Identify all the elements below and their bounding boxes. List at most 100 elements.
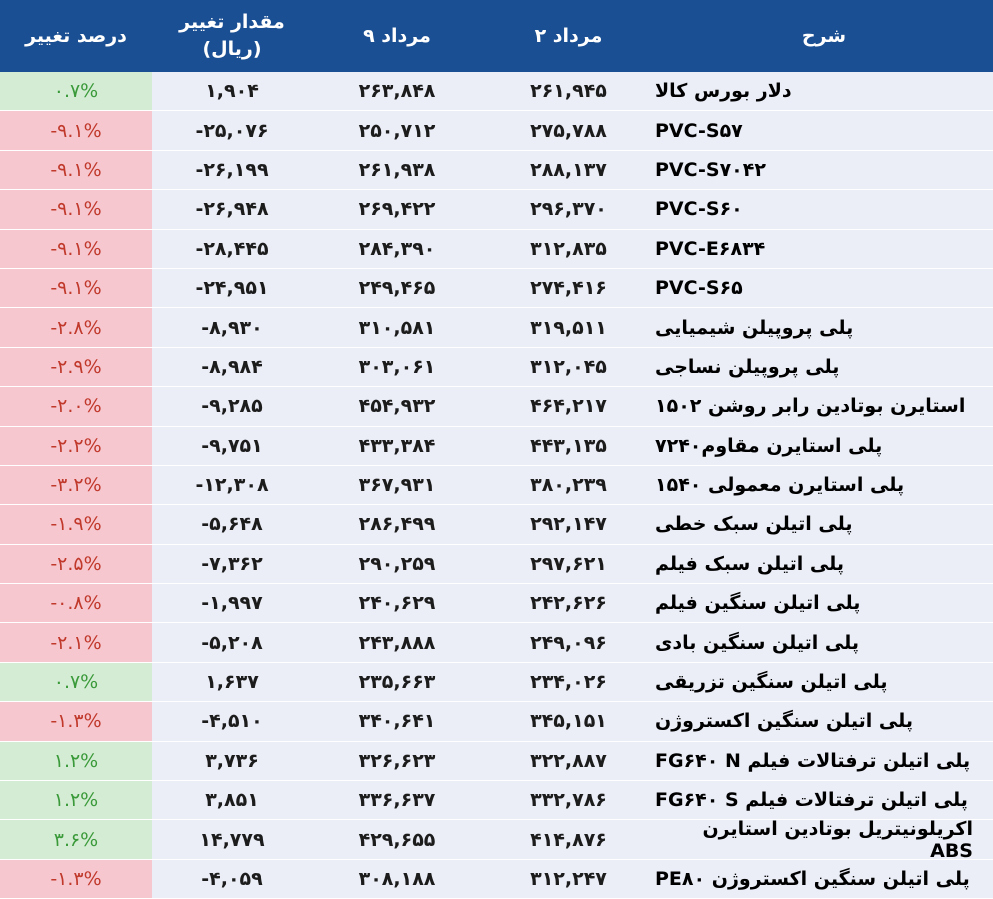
change-cell: -۸,۹۸۴ — [152, 347, 312, 387]
description-cell: PVC-S۶۰ — [655, 190, 993, 229]
date9-cell: ۲۴۳,۸۸۸ — [312, 623, 482, 662]
percent-cell: ۳.۶% — [0, 820, 152, 859]
table-row: -۲.۸% -۸,۹۳۰ ۳۱۰,۵۸۱ ۳۱۹,۵۱۱ پلی پروپیلن شیم… — [0, 308, 993, 348]
description-cell: پلی پروپیلن نساجی — [655, 347, 993, 387]
change-cell: -۵,۲۰۸ — [152, 623, 312, 662]
percent-cell: -۱.۳% — [0, 702, 152, 741]
date9-cell: ۲۶۳,۸۴۸ — [312, 72, 482, 111]
header-percent-change: درصد تغییر — [25, 25, 127, 47]
change-cell: -۸,۹۳۰ — [152, 308, 312, 347]
table-row: -۹.۱% -۲۸,۴۴۵ ۲۸۴,۳۹۰ ۳۱۲,۸۳۵ PVC-E۶۸۳۴ — [0, 229, 993, 269]
table-row: -۲.۱% -۵,۲۰۸ ۲۴۳,۸۸۸ ۲۴۹,۰۹۶ پلی اتیلن سنگین… — [0, 623, 993, 663]
table-row: -۱.۹% -۵,۶۴۸ ۲۸۶,۴۹۹ ۲۹۲,۱۴۷ پلی اتیلن سبک خ… — [0, 505, 993, 545]
date2-cell: ۲۶۱,۹۴۵ — [482, 72, 655, 111]
date2-cell: ۲۹۶,۳۷۰ — [482, 190, 655, 229]
change-cell: ۳,۸۵۱ — [152, 781, 312, 820]
date9-cell: ۲۶۱,۹۳۸ — [312, 150, 482, 190]
table-row: ۱.۲% ۳,۸۵۱ ۳۳۶,۶۳۷ ۳۳۲,۷۸۶ پلی اتیلن ترفتالا… — [0, 781, 993, 821]
date9-cell: ۳۳۶,۶۳۷ — [312, 781, 482, 820]
percent-cell: -۹.۱% — [0, 111, 152, 150]
change-cell: -۴,۵۱۰ — [152, 702, 312, 741]
date2-cell: ۴۴۳,۱۳۵ — [482, 426, 655, 465]
date2-cell: ۲۹۲,۱۴۷ — [482, 505, 655, 544]
table-row: -۰.۸% -۱,۹۹۷ ۲۴۰,۶۲۹ ۲۴۲,۶۲۶ پلی اتیلن سنگین… — [0, 584, 993, 624]
percent-cell: ۰.۷% — [0, 662, 152, 702]
description-cell: پلی اتیلن سنگین بادی — [655, 623, 993, 662]
description-cell: دلار بورس کالا — [655, 72, 993, 111]
date2-cell: ۳۱۹,۵۱۱ — [482, 308, 655, 347]
date2-cell: ۴۶۴,۲۱۷ — [482, 387, 655, 426]
date9-cell: ۴۲۹,۶۵۵ — [312, 820, 482, 859]
table-body: ۰.۷% ۱,۹۰۴ ۲۶۳,۸۴۸ ۲۶۱,۹۴۵ دلار بورس کالا -۹.… — [0, 72, 993, 899]
percent-cell: -۲.۱% — [0, 623, 152, 662]
date2-cell: ۳۱۲,۲۴۷ — [482, 859, 655, 899]
percent-cell: -۰.۸% — [0, 584, 152, 623]
date9-cell: ۲۳۵,۶۶۳ — [312, 662, 482, 702]
description-cell: پلی اتیلن سبک فیلم — [655, 544, 993, 584]
percent-cell: -۳.۲% — [0, 465, 152, 505]
percent-cell: -۲.۹% — [0, 347, 152, 387]
date2-cell: ۳۱۲,۰۴۵ — [482, 347, 655, 387]
date2-cell: ۲۴۹,۰۹۶ — [482, 623, 655, 662]
percent-cell: -۲.۸% — [0, 308, 152, 347]
change-cell: -۲۶,۱۹۹ — [152, 150, 312, 190]
percent-cell: -۹.۱% — [0, 268, 152, 308]
change-cell: ۱,۶۳۷ — [152, 662, 312, 702]
date2-cell: ۳۴۵,۱۵۱ — [482, 702, 655, 741]
table-row: ۰.۷% ۱,۶۳۷ ۲۳۵,۶۶۳ ۲۳۴,۰۲۶ پلی اتیلن سنگین ت… — [0, 662, 993, 703]
percent-cell: ۱.۲% — [0, 781, 152, 820]
date9-cell: ۴۳۳,۳۸۴ — [312, 426, 482, 465]
header-description: شرح — [801, 25, 847, 47]
description-cell: پلی استایرن مقاوم۷۲۴۰ — [655, 426, 993, 465]
date9-cell: ۲۶۹,۴۲۲ — [312, 190, 482, 229]
percent-cell: ۰.۷% — [0, 72, 152, 111]
date9-cell: ۴۵۴,۹۳۲ — [312, 387, 482, 426]
date9-cell: ۳۰۸,۱۸۸ — [312, 859, 482, 899]
date2-cell: ۳۲۲,۸۸۷ — [482, 741, 655, 781]
change-cell: -۲۸,۴۴۵ — [152, 229, 312, 268]
change-cell: -۲۶,۹۴۸ — [152, 190, 312, 229]
date9-cell: ۳۰۳,۰۶۱ — [312, 347, 482, 387]
percent-cell: -۲.۵% — [0, 544, 152, 584]
table-row: -۱.۳% -۴,۰۵۹ ۳۰۸,۱۸۸ ۳۱۲,۲۴۷ پلی اتیلن سنگین… — [0, 859, 993, 899]
description-cell: PVC-S۶۵ — [655, 268, 993, 308]
date2-cell: ۳۳۲,۷۸۶ — [482, 781, 655, 820]
description-cell: PVC-E۶۸۳۴ — [655, 229, 993, 268]
percent-cell: -۲.۲% — [0, 426, 152, 465]
date2-cell: ۲۴۲,۶۲۶ — [482, 584, 655, 623]
description-cell: پلی اتیلن سنگین اکستروژن — [655, 702, 993, 741]
date2-cell: ۲۷۵,۷۸۸ — [482, 111, 655, 150]
change-cell: -۴,۰۵۹ — [152, 859, 312, 899]
percent-cell: -۹.۱% — [0, 150, 152, 190]
table-row: -۹.۱% -۲۴,۹۵۱ ۲۴۹,۴۶۵ ۲۷۴,۴۱۶ PVC-S۶۵ — [0, 268, 993, 309]
description-cell: پلی اتیلن سنگین فیلم — [655, 584, 993, 623]
table-row: -۲.۰% -۹,۲۸۵ ۴۵۴,۹۳۲ ۴۶۴,۲۱۷ استایرن بوتادین… — [0, 387, 993, 427]
change-cell: -۱۲,۳۰۸ — [152, 465, 312, 505]
date9-cell: ۲۴۰,۶۲۹ — [312, 584, 482, 623]
table-row: -۲.۲% -۹,۷۵۱ ۴۳۳,۳۸۴ ۴۴۳,۱۳۵ پلی استایرن مقا… — [0, 426, 993, 466]
change-cell: ۱۴,۷۷۹ — [152, 820, 312, 859]
table-row: -۹.۱% -۲۵,۰۷۶ ۲۵۰,۷۱۲ ۲۷۵,۷۸۸ PVC-S۵۷ — [0, 111, 993, 151]
date9-cell: ۳۲۶,۶۲۳ — [312, 741, 482, 781]
date2-cell: ۳۱۲,۸۳۵ — [482, 229, 655, 268]
change-cell: -۹,۷۵۱ — [152, 426, 312, 465]
change-cell: -۱,۹۹۷ — [152, 584, 312, 623]
description-cell: PVC-S۷۰۴۲ — [655, 150, 993, 190]
change-cell: ۳,۷۳۶ — [152, 741, 312, 781]
date9-cell: ۲۸۶,۴۹۹ — [312, 505, 482, 544]
table-row: ۱.۲% ۳,۷۳۶ ۳۲۶,۶۲۳ ۳۲۲,۸۸۷ پلی اتیلن ترفتالا… — [0, 741, 993, 782]
description-cell: پلی اتیلن سنگین اکستروژن PE۸۰ — [655, 859, 993, 899]
description-cell: اکریلونیتریل بوتادین استایرن ABS — [655, 818, 993, 862]
date9-cell: ۲۹۰,۲۵۹ — [312, 544, 482, 584]
table-header: درصد تغییر مقدار تغییر (ریال) ۹ مرداد ۲ … — [0, 0, 993, 72]
percent-cell: -۲.۰% — [0, 387, 152, 426]
percent-cell: -۱.۳% — [0, 859, 152, 899]
table-row: ۳.۶% ۱۴,۷۷۹ ۴۲۹,۶۵۵ ۴۱۴,۸۷۶ اکریلونیتریل بوت… — [0, 818, 993, 862]
date2-cell: ۲۸۸,۱۳۷ — [482, 150, 655, 190]
description-cell: پلی اتیلن سنگین تزریقی — [655, 662, 993, 702]
description-cell: PVC-S۵۷ — [655, 111, 993, 150]
description-cell: پلی اتیلن سبک خطی — [655, 505, 993, 544]
change-cell: -۷,۳۶۲ — [152, 544, 312, 584]
table-row: -۳.۲% -۱۲,۳۰۸ ۳۶۷,۹۳۱ ۳۸۰,۲۳۹ پلی استایرن مع… — [0, 465, 993, 506]
percent-cell: -۹.۱% — [0, 229, 152, 268]
